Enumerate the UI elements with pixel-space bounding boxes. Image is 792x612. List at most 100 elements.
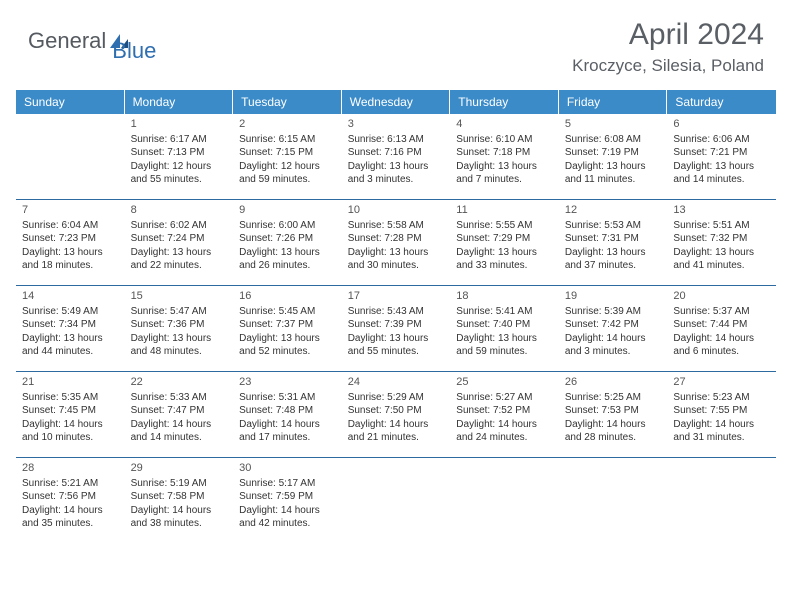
daylight-line2: and 52 minutes. bbox=[239, 345, 336, 359]
location-subtitle: Kroczyce, Silesia, Poland bbox=[572, 56, 764, 76]
day-number: 2 bbox=[239, 117, 336, 132]
daylight-line2: and 42 minutes. bbox=[239, 517, 336, 531]
day-number: 22 bbox=[131, 375, 228, 390]
daylight-line2: and 22 minutes. bbox=[131, 259, 228, 273]
daylight-line1: Daylight: 13 hours bbox=[673, 246, 770, 260]
sunrise-text: Sunrise: 5:37 AM bbox=[673, 305, 770, 319]
sunset-text: Sunset: 7:56 PM bbox=[22, 490, 119, 504]
dayhead-friday: Friday bbox=[559, 90, 668, 114]
calendar-day-cell: 26Sunrise: 5:25 AMSunset: 7:53 PMDayligh… bbox=[559, 372, 668, 458]
daylight-line1: Daylight: 14 hours bbox=[565, 332, 662, 346]
calendar-week-row: 28Sunrise: 5:21 AMSunset: 7:56 PMDayligh… bbox=[16, 458, 776, 544]
calendar-day-cell: 21Sunrise: 5:35 AMSunset: 7:45 PMDayligh… bbox=[16, 372, 125, 458]
calendar-week-row: 14Sunrise: 5:49 AMSunset: 7:34 PMDayligh… bbox=[16, 286, 776, 372]
daylight-line2: and 10 minutes. bbox=[22, 431, 119, 445]
daylight-line1: Daylight: 13 hours bbox=[348, 246, 445, 260]
daylight-line1: Daylight: 14 hours bbox=[673, 332, 770, 346]
calendar-day-cell: 7Sunrise: 6:04 AMSunset: 7:23 PMDaylight… bbox=[16, 200, 125, 286]
day-number: 16 bbox=[239, 289, 336, 304]
sunset-text: Sunset: 7:32 PM bbox=[673, 232, 770, 246]
sunset-text: Sunset: 7:39 PM bbox=[348, 318, 445, 332]
calendar-day-cell: 22Sunrise: 5:33 AMSunset: 7:47 PMDayligh… bbox=[125, 372, 234, 458]
daylight-line1: Daylight: 13 hours bbox=[131, 246, 228, 260]
daylight-line2: and 6 minutes. bbox=[673, 345, 770, 359]
daylight-line2: and 48 minutes. bbox=[131, 345, 228, 359]
daylight-line2: and 30 minutes. bbox=[348, 259, 445, 273]
daylight-line1: Daylight: 13 hours bbox=[565, 246, 662, 260]
daylight-line1: Daylight: 13 hours bbox=[673, 160, 770, 174]
day-number: 11 bbox=[456, 203, 553, 218]
daylight-line2: and 59 minutes. bbox=[239, 173, 336, 187]
logo-text-general: General bbox=[28, 28, 106, 54]
calendar-day-cell: 11Sunrise: 5:55 AMSunset: 7:29 PMDayligh… bbox=[450, 200, 559, 286]
daylight-line1: Daylight: 14 hours bbox=[565, 418, 662, 432]
sunrise-text: Sunrise: 5:31 AM bbox=[239, 391, 336, 405]
day-number: 4 bbox=[456, 117, 553, 132]
calendar-day-cell: 16Sunrise: 5:45 AMSunset: 7:37 PMDayligh… bbox=[233, 286, 342, 372]
sunrise-text: Sunrise: 5:47 AM bbox=[131, 305, 228, 319]
daylight-line2: and 44 minutes. bbox=[22, 345, 119, 359]
sunset-text: Sunset: 7:52 PM bbox=[456, 404, 553, 418]
calendar-day-cell: 24Sunrise: 5:29 AMSunset: 7:50 PMDayligh… bbox=[342, 372, 451, 458]
day-number: 1 bbox=[131, 117, 228, 132]
daylight-line2: and 11 minutes. bbox=[565, 173, 662, 187]
sunset-text: Sunset: 7:26 PM bbox=[239, 232, 336, 246]
calendar-day-cell: 6Sunrise: 6:06 AMSunset: 7:21 PMDaylight… bbox=[667, 114, 776, 200]
sunrise-text: Sunrise: 5:58 AM bbox=[348, 219, 445, 233]
daylight-line2: and 35 minutes. bbox=[22, 517, 119, 531]
day-number: 25 bbox=[456, 375, 553, 390]
daylight-line1: Daylight: 12 hours bbox=[239, 160, 336, 174]
sunset-text: Sunset: 7:29 PM bbox=[456, 232, 553, 246]
calendar-day-cell: 18Sunrise: 5:41 AMSunset: 7:40 PMDayligh… bbox=[450, 286, 559, 372]
sunset-text: Sunset: 7:21 PM bbox=[673, 146, 770, 160]
sunrise-text: Sunrise: 5:55 AM bbox=[456, 219, 553, 233]
daylight-line1: Daylight: 14 hours bbox=[456, 418, 553, 432]
day-number: 10 bbox=[348, 203, 445, 218]
day-number: 15 bbox=[131, 289, 228, 304]
sunset-text: Sunset: 7:59 PM bbox=[239, 490, 336, 504]
day-number: 29 bbox=[131, 461, 228, 476]
sunrise-text: Sunrise: 5:17 AM bbox=[239, 477, 336, 491]
sunrise-text: Sunrise: 5:21 AM bbox=[22, 477, 119, 491]
sunrise-text: Sunrise: 5:29 AM bbox=[348, 391, 445, 405]
sunrise-text: Sunrise: 5:45 AM bbox=[239, 305, 336, 319]
day-number: 12 bbox=[565, 203, 662, 218]
calendar-day-cell: 28Sunrise: 5:21 AMSunset: 7:56 PMDayligh… bbox=[16, 458, 125, 544]
day-number: 20 bbox=[673, 289, 770, 304]
daylight-line1: Daylight: 13 hours bbox=[456, 332, 553, 346]
calendar-day-cell: 1Sunrise: 6:17 AMSunset: 7:13 PMDaylight… bbox=[125, 114, 234, 200]
daylight-line1: Daylight: 14 hours bbox=[131, 504, 228, 518]
daylight-line1: Daylight: 14 hours bbox=[239, 504, 336, 518]
daylight-line2: and 14 minutes. bbox=[673, 173, 770, 187]
sunrise-text: Sunrise: 5:23 AM bbox=[673, 391, 770, 405]
daylight-line2: and 24 minutes. bbox=[456, 431, 553, 445]
day-number: 27 bbox=[673, 375, 770, 390]
dayhead-thursday: Thursday bbox=[450, 90, 559, 114]
sunrise-text: Sunrise: 6:17 AM bbox=[131, 133, 228, 147]
daylight-line2: and 37 minutes. bbox=[565, 259, 662, 273]
sunset-text: Sunset: 7:55 PM bbox=[673, 404, 770, 418]
calendar-day-cell: 27Sunrise: 5:23 AMSunset: 7:55 PMDayligh… bbox=[667, 372, 776, 458]
daylight-line2: and 7 minutes. bbox=[456, 173, 553, 187]
daylight-line1: Daylight: 14 hours bbox=[131, 418, 228, 432]
sunrise-text: Sunrise: 5:49 AM bbox=[22, 305, 119, 319]
dayhead-saturday: Saturday bbox=[667, 90, 776, 114]
sunrise-text: Sunrise: 5:33 AM bbox=[131, 391, 228, 405]
daylight-line1: Daylight: 13 hours bbox=[348, 160, 445, 174]
daylight-line2: and 59 minutes. bbox=[456, 345, 553, 359]
sunrise-text: Sunrise: 6:15 AM bbox=[239, 133, 336, 147]
calendar-day-cell: 9Sunrise: 6:00 AMSunset: 7:26 PMDaylight… bbox=[233, 200, 342, 286]
sunrise-text: Sunrise: 5:19 AM bbox=[131, 477, 228, 491]
daylight-line2: and 3 minutes. bbox=[348, 173, 445, 187]
calendar-empty-cell bbox=[16, 114, 125, 200]
calendar-empty-cell bbox=[559, 458, 668, 544]
daylight-line1: Daylight: 14 hours bbox=[22, 504, 119, 518]
daylight-line1: Daylight: 13 hours bbox=[22, 332, 119, 346]
sunrise-text: Sunrise: 5:53 AM bbox=[565, 219, 662, 233]
calendar-empty-cell bbox=[450, 458, 559, 544]
sunset-text: Sunset: 7:48 PM bbox=[239, 404, 336, 418]
daylight-line2: and 38 minutes. bbox=[131, 517, 228, 531]
daylight-line1: Daylight: 13 hours bbox=[131, 332, 228, 346]
sunset-text: Sunset: 7:28 PM bbox=[348, 232, 445, 246]
sunrise-text: Sunrise: 6:10 AM bbox=[456, 133, 553, 147]
